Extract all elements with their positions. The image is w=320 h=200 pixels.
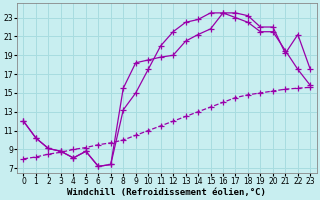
X-axis label: Windchill (Refroidissement éolien,°C): Windchill (Refroidissement éolien,°C): [68, 188, 266, 197]
